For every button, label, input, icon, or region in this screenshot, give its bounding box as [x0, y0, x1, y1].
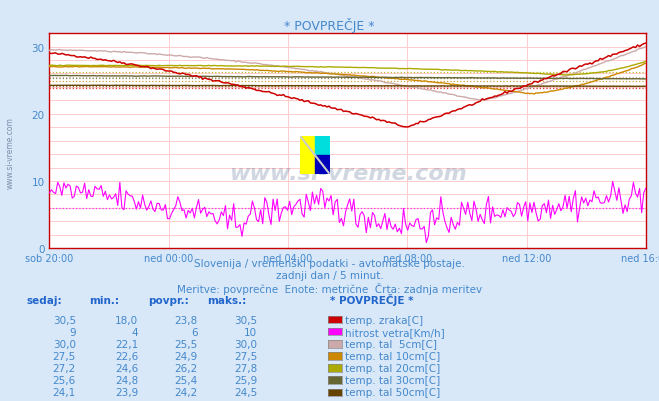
Text: 30,0: 30,0: [234, 339, 257, 349]
Text: 22,6: 22,6: [115, 351, 138, 361]
Text: 10: 10: [244, 327, 257, 337]
Text: sedaj:: sedaj:: [26, 295, 62, 305]
Text: temp. tal 30cm[C]: temp. tal 30cm[C]: [345, 375, 440, 385]
Text: temp. tal 10cm[C]: temp. tal 10cm[C]: [345, 351, 440, 361]
Text: 27,8: 27,8: [234, 363, 257, 373]
Text: 24,9: 24,9: [175, 351, 198, 361]
Text: 24,5: 24,5: [234, 387, 257, 397]
Bar: [315, 156, 330, 174]
Text: maks.:: maks.:: [208, 295, 247, 305]
Text: www.si-vreme.com: www.si-vreme.com: [229, 164, 467, 184]
Text: 18,0: 18,0: [115, 315, 138, 325]
Text: 27,5: 27,5: [53, 351, 76, 361]
Text: 25,5: 25,5: [175, 339, 198, 349]
Text: 25,9: 25,9: [234, 375, 257, 385]
Text: povpr.:: povpr.:: [148, 295, 189, 305]
Text: 30,5: 30,5: [234, 315, 257, 325]
Text: 27,5: 27,5: [234, 351, 257, 361]
Text: temp. tal 20cm[C]: temp. tal 20cm[C]: [345, 363, 440, 373]
Text: 24,6: 24,6: [115, 363, 138, 373]
Text: temp. zraka[C]: temp. zraka[C]: [345, 315, 423, 325]
Text: 24,2: 24,2: [175, 387, 198, 397]
Text: Meritve: povprečne  Enote: metrične  Črta: zadnja meritev: Meritve: povprečne Enote: metrične Črta:…: [177, 283, 482, 295]
Text: 26,2: 26,2: [175, 363, 198, 373]
Text: * POVPREČJE *: * POVPREČJE *: [284, 18, 375, 33]
Text: 25,6: 25,6: [53, 375, 76, 385]
Text: 27,2: 27,2: [53, 363, 76, 373]
Text: www.si-vreme.com: www.si-vreme.com: [5, 117, 14, 188]
Text: 4: 4: [132, 327, 138, 337]
Text: Slovenija / vremenski podatki - avtomatske postaje.: Slovenija / vremenski podatki - avtomats…: [194, 259, 465, 269]
Text: 30,5: 30,5: [53, 315, 76, 325]
Text: 23,9: 23,9: [115, 387, 138, 397]
Text: 24,1: 24,1: [53, 387, 76, 397]
Text: * POVPREČJE *: * POVPREČJE *: [330, 293, 413, 305]
Text: 6: 6: [191, 327, 198, 337]
Text: min.:: min.:: [89, 295, 119, 305]
Text: 9: 9: [69, 327, 76, 337]
Text: temp. tal 50cm[C]: temp. tal 50cm[C]: [345, 387, 440, 397]
Text: 30,0: 30,0: [53, 339, 76, 349]
Text: hitrost vetra[Km/h]: hitrost vetra[Km/h]: [345, 327, 444, 337]
Bar: [300, 136, 315, 174]
Text: zadnji dan / 5 minut.: zadnji dan / 5 minut.: [275, 271, 384, 281]
Text: 22,1: 22,1: [115, 339, 138, 349]
Text: temp. tal  5cm[C]: temp. tal 5cm[C]: [345, 339, 437, 349]
Text: 23,8: 23,8: [175, 315, 198, 325]
Text: 24,8: 24,8: [115, 375, 138, 385]
Text: 25,4: 25,4: [175, 375, 198, 385]
Bar: [315, 136, 330, 156]
